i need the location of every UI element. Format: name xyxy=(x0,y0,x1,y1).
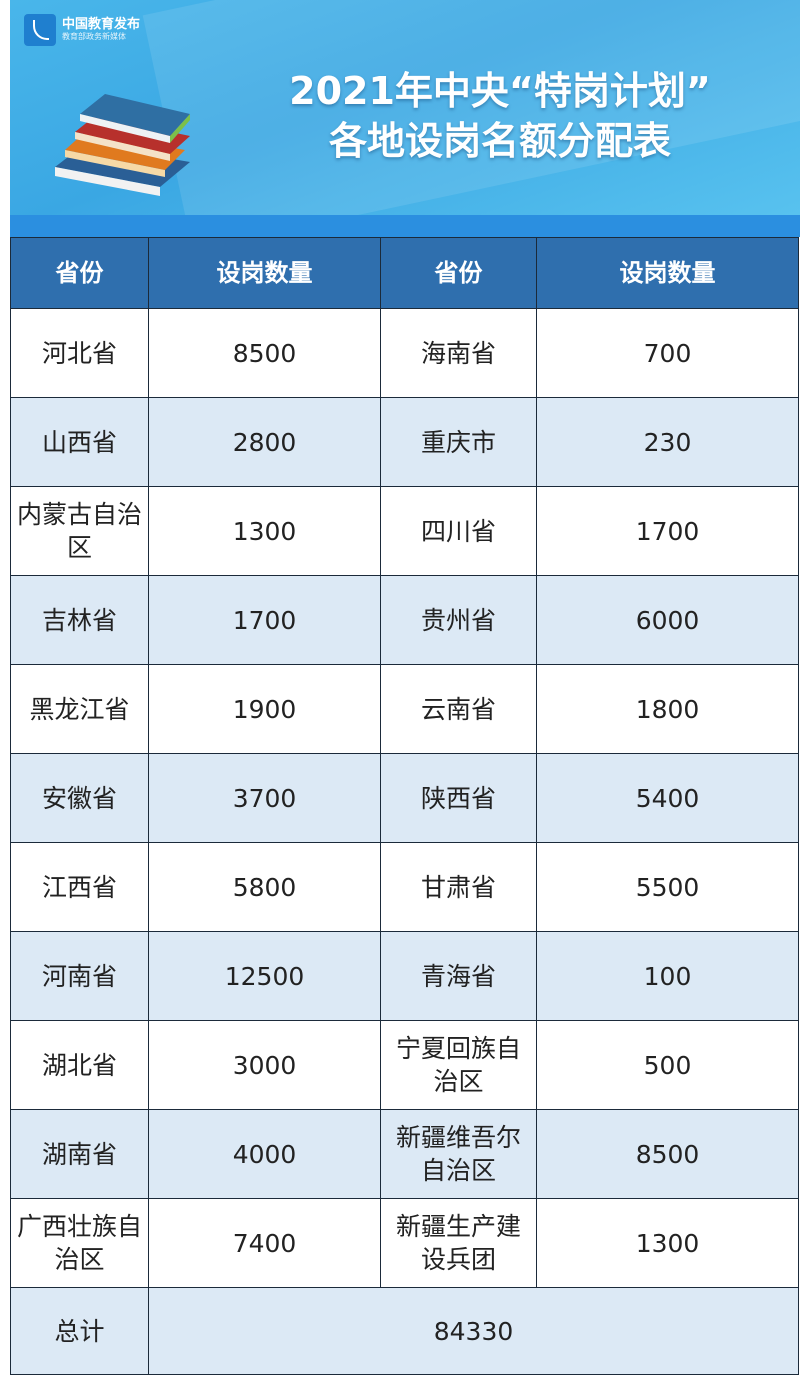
count-cell: 3700 xyxy=(148,753,381,843)
table-row: 内蒙古自治区 1300 四川省 1700 xyxy=(10,486,799,576)
count-cell: 1900 xyxy=(148,664,381,754)
total-value: 84330 xyxy=(148,1287,799,1375)
count-cell: 7400 xyxy=(148,1198,381,1288)
logo-tagline: 教育部政务新媒体 xyxy=(62,31,126,41)
province-cell: 甘肃省 xyxy=(380,842,537,932)
table-row: 河南省 12500 青海省 100 xyxy=(10,931,799,1021)
province-cell: 海南省 xyxy=(380,308,537,398)
province-cell: 江西省 xyxy=(10,842,149,932)
logo-name: 中国教育发布 xyxy=(62,17,141,33)
table-row: 黑龙江省 1900 云南省 1800 xyxy=(10,664,799,754)
count-cell: 5500 xyxy=(536,842,799,932)
header-count: 设岗数量 xyxy=(148,237,381,309)
province-cell: 新疆生产建设兵团 xyxy=(380,1198,537,1288)
province-cell: 河南省 xyxy=(10,931,149,1021)
count-cell: 1800 xyxy=(536,664,799,754)
table-row: 湖北省 3000 宁夏回族自治区 500 xyxy=(10,1020,799,1110)
count-cell: 6000 xyxy=(536,575,799,665)
header-count: 设岗数量 xyxy=(536,237,799,309)
header-province: 省份 xyxy=(380,237,537,309)
province-cell: 安徽省 xyxy=(10,753,149,843)
province-cell: 湖北省 xyxy=(10,1020,149,1110)
total-label: 总计 xyxy=(10,1287,149,1375)
province-cell: 贵州省 xyxy=(380,575,537,665)
province-cell: 河北省 xyxy=(10,308,149,398)
books-illustration-icon xyxy=(55,94,190,196)
count-cell: 5800 xyxy=(148,842,381,932)
count-cell: 700 xyxy=(536,308,799,398)
count-cell: 1700 xyxy=(536,486,799,576)
province-cell: 内蒙古自治区 xyxy=(10,486,149,576)
logo: 中国教育发布 教育部政务新媒体 xyxy=(24,14,140,46)
count-cell: 1700 xyxy=(148,575,381,665)
province-cell: 山西省 xyxy=(10,397,149,487)
table-row: 广西壮族自治区 7400 新疆生产建设兵团 1300 xyxy=(10,1198,799,1288)
province-cell: 宁夏回族自治区 xyxy=(380,1020,537,1110)
banner-bottom-bar xyxy=(10,215,800,237)
title-line-2: 各地设岗名额分配表 xyxy=(328,119,671,163)
count-cell: 500 xyxy=(536,1020,799,1110)
province-cell: 黑龙江省 xyxy=(10,664,149,754)
province-cell: 云南省 xyxy=(380,664,537,754)
table-row: 安徽省 3700 陕西省 5400 xyxy=(10,753,799,843)
province-cell: 湖南省 xyxy=(10,1109,149,1199)
count-cell: 2800 xyxy=(148,397,381,487)
province-cell: 重庆市 xyxy=(380,397,537,487)
table-row: 河北省 8500 海南省 700 xyxy=(10,308,799,398)
province-cell: 广西壮族自治区 xyxy=(10,1198,149,1288)
header-province: 省份 xyxy=(10,237,149,309)
table-row: 湖南省 4000 新疆维吾尔自治区 8500 xyxy=(10,1109,799,1199)
province-cell: 新疆维吾尔自治区 xyxy=(380,1109,537,1199)
count-cell: 1300 xyxy=(536,1198,799,1288)
province-cell: 陕西省 xyxy=(380,753,537,843)
province-cell: 青海省 xyxy=(380,931,537,1021)
logo-icon xyxy=(24,14,56,46)
page-title: 2021年中央“特岗计划” 各地设岗名额分配表 xyxy=(230,66,770,166)
count-cell: 230 xyxy=(536,397,799,487)
quota-table: 省份 设岗数量 省份 设岗数量 河北省 8500 海南省 700 山西省 2800 重庆市 2… xyxy=(10,237,799,1375)
title-line-1: 2021年中央“特岗计划” xyxy=(289,69,711,113)
count-cell: 100 xyxy=(536,931,799,1021)
province-cell: 吉林省 xyxy=(10,575,149,665)
count-cell: 8500 xyxy=(536,1109,799,1199)
count-cell: 12500 xyxy=(148,931,381,1021)
count-cell: 3000 xyxy=(148,1020,381,1110)
count-cell: 4000 xyxy=(148,1109,381,1199)
province-cell: 四川省 xyxy=(380,486,537,576)
table-row: 山西省 2800 重庆市 230 xyxy=(10,397,799,487)
count-cell: 5400 xyxy=(536,753,799,843)
count-cell: 8500 xyxy=(148,308,381,398)
table-row: 江西省 5800 甘肃省 5500 xyxy=(10,842,799,932)
total-row: 总计 84330 xyxy=(10,1287,799,1375)
table-row: 吉林省 1700 贵州省 6000 xyxy=(10,575,799,665)
table-header-row: 省份 设岗数量 省份 设岗数量 xyxy=(10,237,799,309)
count-cell: 1300 xyxy=(148,486,381,576)
